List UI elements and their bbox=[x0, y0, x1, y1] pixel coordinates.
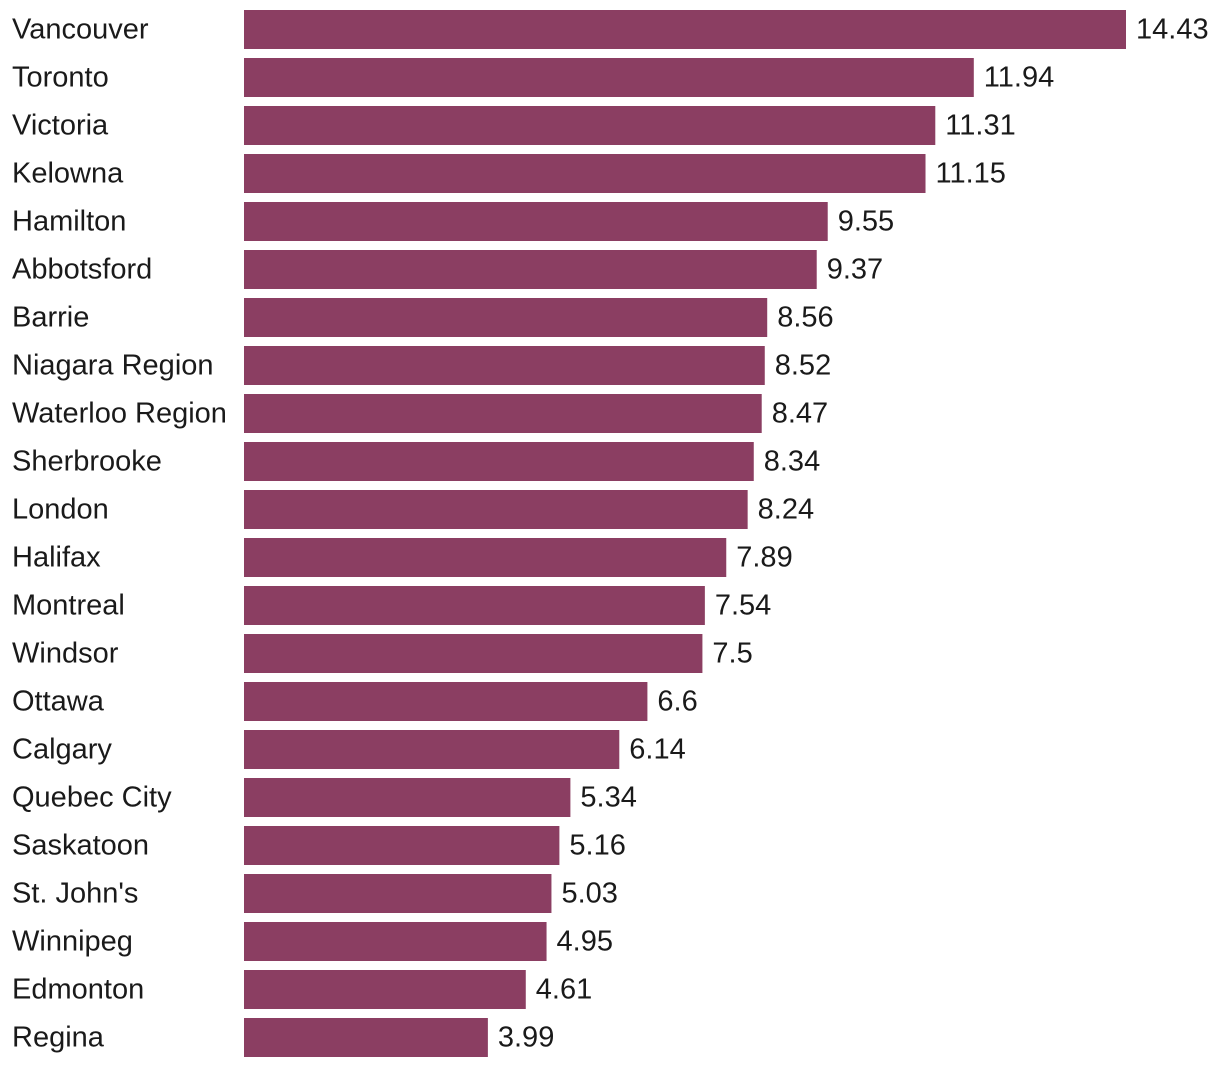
bar-hamilton bbox=[244, 202, 828, 241]
value-label-montreal: 7.54 bbox=[715, 590, 771, 622]
value-label-windsor: 7.5 bbox=[712, 638, 752, 670]
value-label-waterloo-region: 8.47 bbox=[772, 398, 828, 430]
category-label-kelowna: Kelowna bbox=[12, 158, 124, 190]
category-label-quebec-city: Quebec City bbox=[12, 782, 172, 814]
category-label-montreal: Montreal bbox=[12, 590, 125, 622]
bar-vancouver bbox=[244, 10, 1126, 49]
bar-windsor bbox=[244, 634, 703, 673]
bar-victoria bbox=[244, 106, 936, 145]
category-label-vancouver: Vancouver bbox=[12, 14, 149, 46]
value-label-sherbrooke: 8.34 bbox=[764, 446, 820, 478]
category-label-saskatoon: Saskatoon bbox=[12, 830, 149, 862]
category-label-st-john-s: St. John's bbox=[12, 878, 138, 910]
bar-niagara-region bbox=[244, 346, 765, 385]
bar-waterloo-region bbox=[244, 394, 762, 433]
category-label-calgary: Calgary bbox=[12, 734, 112, 766]
category-label-regina: Regina bbox=[12, 1022, 105, 1054]
bar-regina bbox=[244, 1018, 488, 1057]
category-label-windsor: Windsor bbox=[12, 638, 119, 670]
value-label-calgary: 6.14 bbox=[629, 734, 685, 766]
bar-ottawa bbox=[244, 682, 648, 721]
category-label-london: London bbox=[12, 494, 109, 526]
category-label-waterloo-region: Waterloo Region bbox=[12, 398, 227, 430]
value-label-saskatoon: 5.16 bbox=[569, 830, 625, 862]
value-label-victoria: 11.31 bbox=[945, 110, 1015, 142]
value-label-vancouver: 14.43 bbox=[1136, 14, 1209, 46]
bar-montreal bbox=[244, 586, 705, 625]
bar-london bbox=[244, 490, 748, 529]
value-label-london: 8.24 bbox=[758, 494, 814, 526]
value-label-winnipeg: 4.95 bbox=[557, 926, 613, 958]
value-label-regina: 3.99 bbox=[498, 1022, 554, 1054]
category-label-sherbrooke: Sherbrooke bbox=[12, 446, 162, 478]
bar-halifax bbox=[244, 538, 727, 577]
category-label-winnipeg: Winnipeg bbox=[12, 926, 133, 958]
bar-barrie bbox=[244, 298, 768, 337]
value-label-kelowna: 11.15 bbox=[936, 158, 1006, 190]
category-label-niagara-region: Niagara Region bbox=[12, 350, 214, 382]
category-label-toronto: Toronto bbox=[12, 62, 109, 94]
bar-saskatoon bbox=[244, 826, 560, 865]
category-label-barrie: Barrie bbox=[12, 302, 89, 334]
value-label-toronto: 11.94 bbox=[984, 62, 1054, 94]
bar-edmonton bbox=[244, 970, 526, 1009]
value-label-edmonton: 4.61 bbox=[536, 974, 592, 1006]
value-label-quebec-city: 5.34 bbox=[580, 782, 636, 814]
category-label-ottawa: Ottawa bbox=[12, 686, 105, 718]
category-label-abbotsford: Abbotsford bbox=[12, 254, 152, 286]
category-label-edmonton: Edmonton bbox=[12, 974, 144, 1006]
bar-abbotsford bbox=[244, 250, 817, 289]
category-label-hamilton: Hamilton bbox=[12, 206, 126, 238]
value-labels: 14.43 11.94 11.31 11.15 9.55 9.37 8.56 8.52 8.47… bbox=[498, 14, 1209, 1054]
value-label-hamilton: 9.55 bbox=[838, 206, 894, 238]
category-label-halifax: Halifax bbox=[12, 542, 101, 574]
bar-kelowna bbox=[244, 154, 926, 193]
category-label-victoria: Victoria bbox=[12, 110, 109, 142]
value-label-st-john-s: 5.03 bbox=[561, 878, 617, 910]
bar-toronto bbox=[244, 58, 974, 97]
value-label-abbotsford: 9.37 bbox=[827, 254, 883, 286]
value-label-ottawa: 6.6 bbox=[657, 686, 697, 718]
category-labels: Vancouver Toronto Victoria Kelowna Hamilton A… bbox=[12, 14, 227, 1054]
value-label-niagara-region: 8.52 bbox=[775, 350, 831, 382]
bar-sherbrooke bbox=[244, 442, 754, 481]
value-label-halifax: 7.89 bbox=[736, 542, 792, 574]
bar-winnipeg bbox=[244, 922, 547, 961]
bars-layer bbox=[244, 10, 1126, 1057]
value-label-barrie: 8.56 bbox=[777, 302, 833, 334]
bar-calgary bbox=[244, 730, 620, 769]
bar-st-john-s bbox=[244, 874, 552, 913]
bar-quebec-city bbox=[244, 778, 571, 817]
